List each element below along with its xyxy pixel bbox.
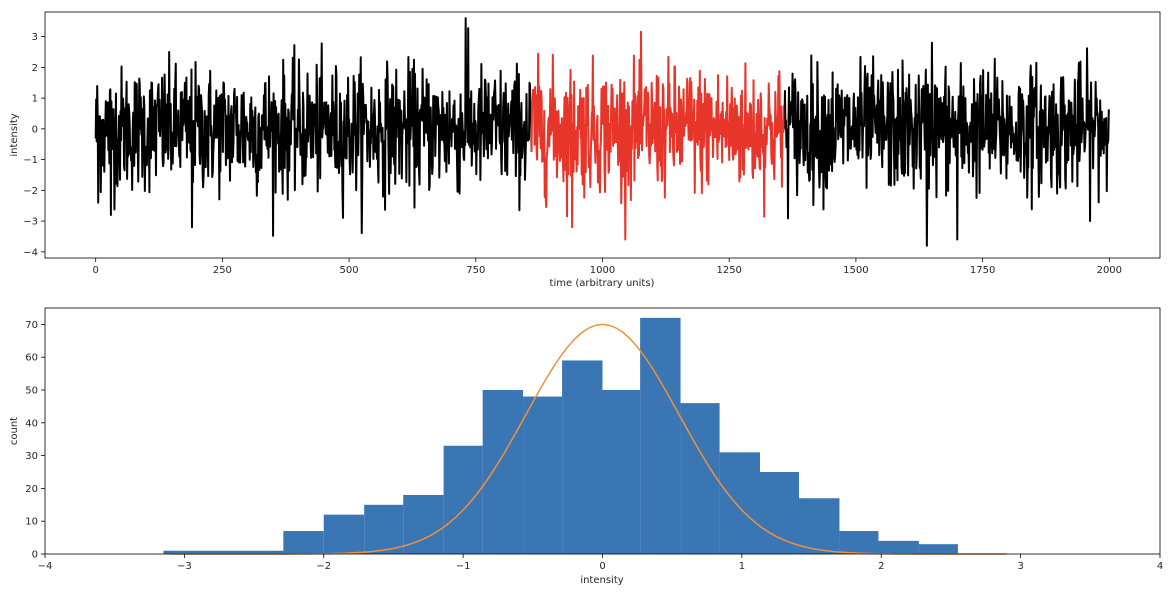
- x-tick-label: −2: [316, 561, 331, 572]
- x-tick-label: −4: [38, 561, 53, 572]
- x-tick-label: 4: [1157, 561, 1163, 572]
- histogram-bar-7: [523, 396, 563, 554]
- time-series-y-ticks: −4 −3 −2 −1 0 1 2 3: [23, 32, 45, 258]
- histogram-bar-8: [562, 360, 603, 554]
- histogram-bar-3: [364, 504, 404, 554]
- histogram-x-ticks: −4 −3 −2 −1 0 1 2 3 4: [38, 554, 1163, 572]
- time-series-panel: 0 250 500 750 1000 1250 1500 1750 2000 −4 −3 −2 −1 0…: [9, 11, 1161, 289]
- x-tick-label: 500: [340, 265, 359, 276]
- x-tick-label: 1000: [590, 265, 615, 276]
- histogram-bar-17: [918, 544, 958, 554]
- histogram-bar-16: [878, 540, 919, 554]
- y-tick-label: 50: [25, 386, 38, 397]
- x-tick-label: 3: [1017, 561, 1023, 572]
- histogram-bar-13: [759, 472, 800, 554]
- histogram-bar-1: [283, 531, 324, 554]
- y-tick-label: 2: [32, 63, 38, 74]
- histogram-bar-2: [323, 514, 365, 554]
- x-tick-label: 0: [92, 265, 98, 276]
- histogram-bar-14: [799, 498, 840, 554]
- y-tick-label: 40: [25, 418, 38, 429]
- x-tick-label: 1: [739, 561, 745, 572]
- y-tick-label: 60: [25, 353, 38, 364]
- histogram-bar-12: [719, 452, 760, 554]
- y-tick-label: 1: [32, 94, 38, 105]
- y-tick-label: 10: [25, 517, 38, 528]
- series-line-baseline-0: [94, 17, 533, 237]
- x-tick-label: 1500: [843, 265, 868, 276]
- histogram-y-label: count: [9, 417, 20, 445]
- histogram-bar-6: [482, 390, 524, 554]
- series-line-highlighted-1: [530, 30, 786, 241]
- x-tick-label: −1: [456, 561, 471, 572]
- x-tick-label: 750: [466, 265, 485, 276]
- time-series-y-label: intensity: [9, 113, 20, 156]
- histogram-bars: [163, 317, 958, 554]
- histogram-bar-10: [640, 317, 681, 554]
- histogram-bar-0: [163, 550, 284, 554]
- x-tick-label: 1750: [970, 265, 995, 276]
- time-series-lines: [94, 17, 1110, 247]
- x-tick-label: 2: [878, 561, 884, 572]
- y-tick-label: 3: [32, 32, 38, 43]
- x-tick-label: 0: [599, 561, 605, 572]
- y-tick-label: 0: [32, 124, 38, 135]
- histogram-bar-11: [680, 403, 720, 554]
- x-tick-label: 250: [213, 265, 232, 276]
- y-tick-label: −4: [23, 247, 38, 258]
- y-tick-label: −1: [23, 155, 38, 166]
- histogram-bar-15: [839, 531, 879, 554]
- y-tick-label: 30: [25, 451, 38, 462]
- x-tick-label: −3: [177, 561, 192, 572]
- histogram-y-ticks: 0 10 20 30 40 50 60 70: [25, 320, 45, 561]
- histogram-bar-9: [602, 390, 641, 554]
- y-tick-label: 0: [32, 550, 38, 561]
- series-line-baseline-2: [783, 41, 1110, 247]
- y-tick-label: 70: [25, 320, 38, 331]
- y-tick-label: 20: [25, 484, 38, 495]
- x-tick-label: 1250: [716, 265, 741, 276]
- time-series-x-label: time (arbitrary units): [550, 278, 655, 289]
- y-tick-label: −3: [23, 217, 38, 228]
- y-tick-label: −2: [23, 186, 38, 197]
- x-tick-label: 2000: [1097, 265, 1122, 276]
- histogram-x-label: intensity: [580, 575, 623, 586]
- time-series-x-ticks: 0 250 500 750 1000 1250 1500 1750 2000: [92, 258, 1122, 276]
- histogram-bar-5: [443, 445, 483, 554]
